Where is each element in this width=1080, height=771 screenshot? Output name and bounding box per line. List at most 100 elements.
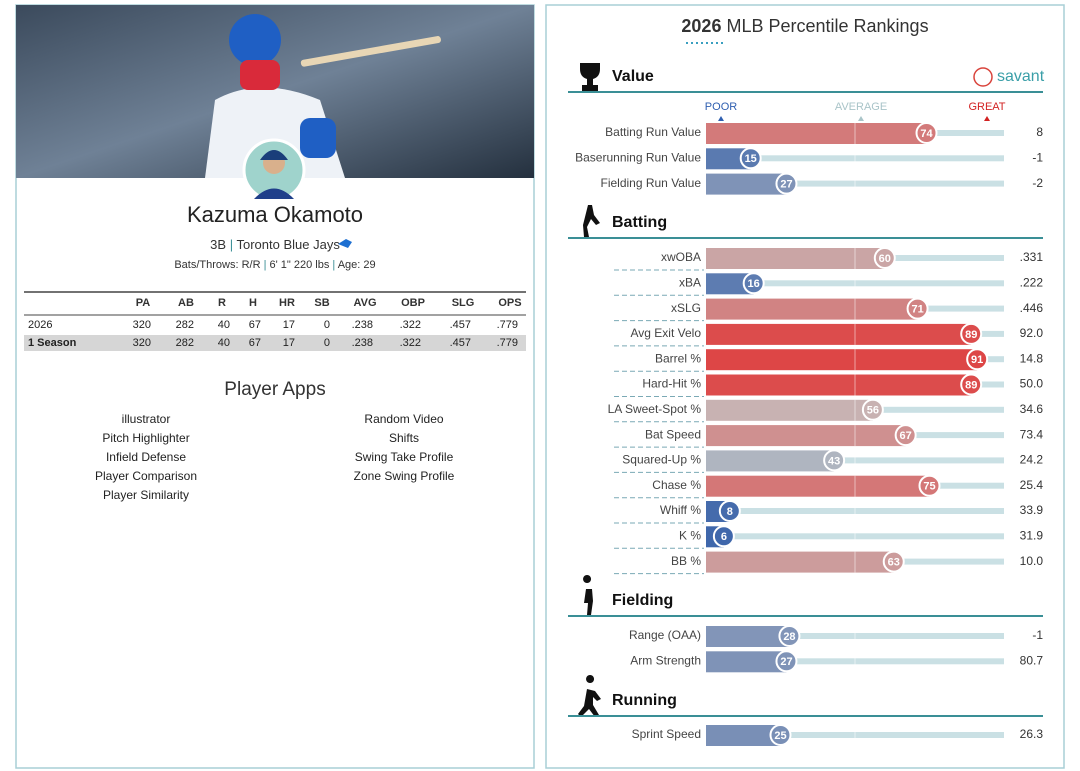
metric-value: 26.3 xyxy=(1020,727,1044,741)
app-link[interactable]: Shifts xyxy=(389,431,419,445)
section-title: Fielding xyxy=(612,592,673,609)
rankings-year: 2026 xyxy=(681,16,721,36)
stat-cell: 282 xyxy=(176,337,194,349)
metric-value: 8 xyxy=(1036,125,1043,139)
rankings-title-text: MLB Percentile Rankings xyxy=(726,16,928,36)
percentile-dot xyxy=(906,297,929,320)
metric-label: Sprint Speed xyxy=(632,727,701,741)
percentile-bar xyxy=(706,298,918,320)
percentile-label: 60 xyxy=(879,253,891,265)
percentile-label: 27 xyxy=(780,656,792,668)
percentile-dot xyxy=(712,525,735,548)
app-link[interactable]: illustrator xyxy=(122,412,171,426)
stat-cell: 0 xyxy=(324,319,330,331)
app-link[interactable]: Pitch Highlighter xyxy=(102,431,189,445)
row-label: 2026 xyxy=(28,319,52,331)
stat-cell: 320 xyxy=(133,337,151,349)
app-link[interactable]: Swing Take Profile xyxy=(355,450,454,464)
app-link[interactable]: Player Comparison xyxy=(95,469,197,483)
percentile-bar xyxy=(706,123,927,144)
column-header: AVG xyxy=(353,297,376,309)
metric-label: xSLG xyxy=(671,301,701,315)
section-title: Value xyxy=(612,68,654,85)
separator: | xyxy=(230,237,233,252)
stat-cell: .238 xyxy=(352,337,373,349)
app-link[interactable]: Random Video xyxy=(364,412,443,426)
player-team-line: 3B | Toronto Blue Jays xyxy=(210,237,340,252)
batter-figure xyxy=(205,14,441,178)
percentile-label: 91 xyxy=(971,354,983,366)
section-icon xyxy=(583,205,600,237)
metric-label: Bat Speed xyxy=(645,427,701,441)
metric-label: BB % xyxy=(671,554,701,568)
metric-label: Squared-Up % xyxy=(622,453,701,467)
percentile-bar xyxy=(706,450,835,472)
metric-label: Avg Exit Velo xyxy=(631,326,702,340)
metric-label: K % xyxy=(679,528,701,542)
percentile-label: 27 xyxy=(780,179,792,191)
percentile-label: 6 xyxy=(721,531,727,543)
team: Toronto Blue Jays xyxy=(236,237,340,252)
percentile-bar xyxy=(706,551,894,573)
percentile-label: 71 xyxy=(911,304,923,316)
metric-value: 24.2 xyxy=(1020,453,1044,467)
percentile-dot xyxy=(873,247,896,269)
percentile-label: 89 xyxy=(965,379,977,391)
metric-value: .446 xyxy=(1020,301,1044,315)
player-bio: Bats/Throws: R/R | 6' 1" 220 lbs | Age: … xyxy=(174,259,375,271)
percentile-bar xyxy=(706,349,978,371)
app-link[interactable]: Player Similarity xyxy=(103,488,189,502)
percentile-bar xyxy=(706,475,930,497)
stat-cell: .779 xyxy=(497,337,518,349)
percentile-dot xyxy=(739,147,762,170)
scale-marker xyxy=(718,116,724,121)
metric-label: Baserunning Run Value xyxy=(575,150,701,164)
stats-table: PA AB R H HR SB AVG OBP SLG OPS 2026 320 282 40 67 17 0.… xyxy=(24,291,526,351)
position: 3B xyxy=(210,237,226,252)
percentile-dot xyxy=(861,398,884,421)
row-highlight xyxy=(24,335,526,351)
brand: savant xyxy=(997,68,1045,85)
section-title: Running xyxy=(612,692,677,709)
stat-cell: 17 xyxy=(283,319,295,331)
metric-value: 34.6 xyxy=(1020,402,1044,416)
app-link[interactable]: Infield Defense xyxy=(106,450,186,464)
bats-throws: Bats/Throws: R/R xyxy=(174,259,260,271)
percentile-dot xyxy=(823,449,846,472)
metric-value: 73.4 xyxy=(1020,427,1044,441)
percentile-dot xyxy=(960,373,983,396)
brand-logo xyxy=(973,67,993,87)
column-header: OPS xyxy=(498,297,521,309)
column-header: AB xyxy=(178,297,194,309)
percentile-bar xyxy=(706,626,790,647)
percentile-dot xyxy=(775,650,798,673)
app-link[interactable]: Zone Swing Profile xyxy=(354,469,455,483)
column-header: H xyxy=(249,297,257,309)
percentile-dot xyxy=(960,322,983,345)
section-icon xyxy=(578,675,601,717)
metric-label: xBA xyxy=(679,275,701,289)
stat-cell: .322 xyxy=(400,337,421,349)
metric-value: 92.0 xyxy=(1020,326,1044,340)
percentile-bar xyxy=(706,248,885,269)
metric-value: 80.7 xyxy=(1020,653,1044,667)
percentile-label: 28 xyxy=(783,631,795,643)
separator: | xyxy=(332,259,335,271)
player-name: Kazuma Okamoto xyxy=(187,202,363,227)
column-header: OBP xyxy=(401,297,425,309)
percentile-bar xyxy=(706,323,972,345)
metric-label: xwOBA xyxy=(661,250,701,264)
avatar-cap xyxy=(260,150,288,160)
percentile-dot xyxy=(742,272,765,295)
team-logo xyxy=(338,239,352,248)
separator: | xyxy=(264,259,267,271)
scale-label: AVERAGE xyxy=(835,101,887,113)
metric-value: .331 xyxy=(1020,250,1044,264)
column-header: R xyxy=(218,297,226,309)
column-header: SLG xyxy=(452,297,475,309)
scale-label: POOR xyxy=(705,101,737,113)
metric-value: .222 xyxy=(1020,275,1044,289)
metric-value: 31.9 xyxy=(1020,528,1044,542)
section-title: Batting xyxy=(612,214,667,231)
